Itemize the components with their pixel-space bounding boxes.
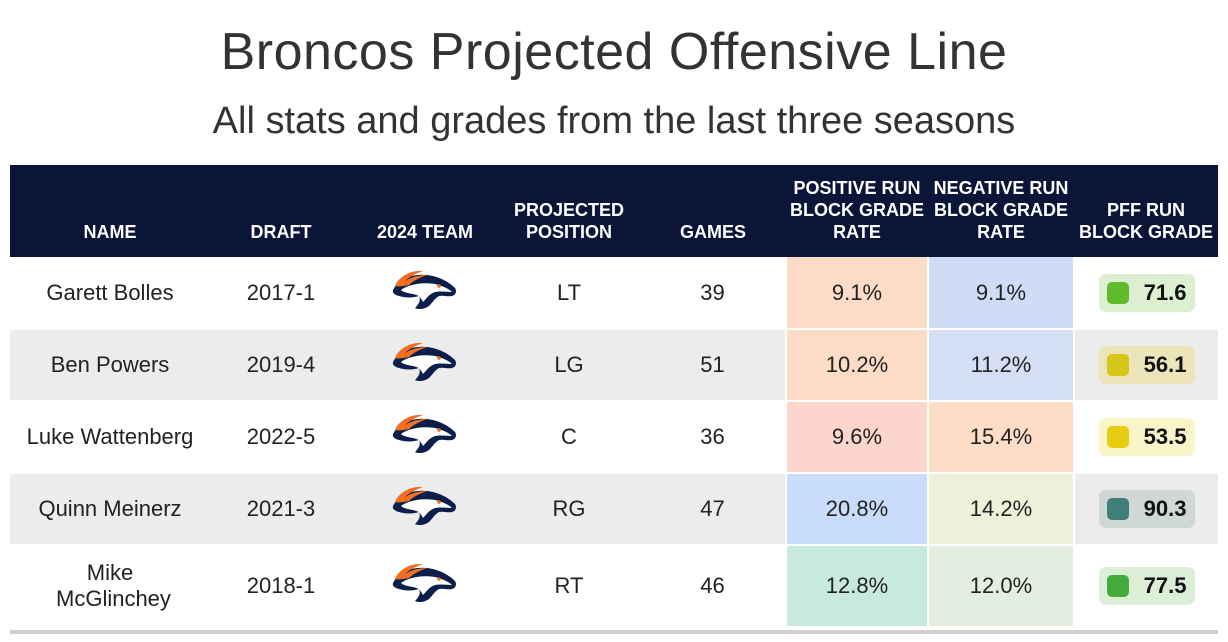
- cell-position: LT: [498, 257, 640, 330]
- cell-name: Luke Wattenberg: [10, 401, 210, 474]
- grade-color-icon: [1106, 281, 1129, 304]
- cell-name: Garett Bolles: [10, 257, 210, 330]
- cell-games: 36: [640, 401, 786, 474]
- cell-games: 47: [640, 473, 786, 546]
- header-team: 2024 TEAM: [376, 222, 474, 242]
- broncos-logo-icon: [392, 563, 456, 603]
- grade-value: 71.6: [1143, 279, 1187, 305]
- table-body: Garett Bolles 2017-1 LT 39 9.1% 9.1% 71.6 Ben P…: [10, 257, 1218, 628]
- grade-badge: 90.3: [1098, 490, 1195, 528]
- cell-negative-rate: 12.0%: [927, 545, 1075, 628]
- cell-negative-rate: 11.2%: [927, 329, 1075, 402]
- grade-badge: 53.5: [1098, 418, 1195, 456]
- page-title: Broncos Projected Offensive Line: [220, 23, 1008, 81]
- cell-grade: 90.3: [1074, 473, 1218, 546]
- header-row: NAME DRAFT 2024 TEAM PROJECTED POSITION …: [10, 165, 1218, 257]
- grade-badge: 71.6: [1098, 273, 1195, 312]
- table-row: Garett Bolles 2017-1 LT 39 9.1% 9.1% 71.6: [10, 257, 1218, 330]
- cell-positive-rate: 12.8%: [785, 545, 929, 628]
- table-row: Quinn Meinerz 2021-3 RG 47 20.8% 14.2% 90.3: [10, 473, 1218, 546]
- cell-team-logo: [352, 473, 498, 546]
- grade-color-icon: [1106, 354, 1129, 376]
- cell-team-logo: [352, 329, 498, 402]
- header-games: GAMES: [679, 222, 746, 242]
- grade-color-icon: [1106, 498, 1129, 520]
- header-draft: DRAFT: [250, 222, 312, 242]
- grade-color-icon: [1106, 575, 1129, 597]
- cell-position: RG: [498, 473, 640, 546]
- cell-position: LG: [498, 329, 640, 402]
- grade-value: 53.5: [1143, 424, 1187, 449]
- header-negative-rate: NEGATIVE RUN BLOCK GRADE RATE: [933, 178, 1069, 242]
- grade-badge: 77.5: [1098, 567, 1195, 605]
- cell-draft: 2021-3: [210, 473, 352, 546]
- table-row: Luke Wattenberg 2022-5 C 36 9.6% 15.4% 53.5: [10, 401, 1218, 474]
- grade-value: 90.3: [1143, 496, 1187, 521]
- cell-negative-rate: 15.4%: [927, 401, 1075, 474]
- cell-grade: 71.6: [1074, 257, 1218, 330]
- cell-draft: 2022-5: [210, 401, 352, 474]
- cell-position: C: [498, 401, 640, 474]
- cell-draft: 2018-1: [210, 545, 352, 628]
- broncos-logo-icon: [392, 270, 456, 309]
- cell-negative-rate: 9.1%: [927, 257, 1075, 330]
- cell-team-logo: [352, 257, 498, 330]
- cell-games: 46: [640, 545, 786, 628]
- header-name: NAME: [83, 222, 137, 242]
- cell-positive-rate: 20.8%: [785, 473, 929, 546]
- broncos-logo-icon: [392, 414, 456, 454]
- cell-positive-rate: 10.2%: [785, 329, 929, 402]
- cell-negative-rate: 14.2%: [927, 473, 1075, 546]
- grade-value: 56.1: [1143, 352, 1187, 377]
- cell-draft: 2017-1: [210, 257, 352, 330]
- cell-name: Mike McGlinchey: [10, 545, 210, 628]
- table-bottom-border: [10, 630, 1218, 634]
- broncos-logo-icon: [392, 342, 456, 382]
- cell-name: Quinn Meinerz: [10, 473, 210, 546]
- cell-positive-rate: 9.1%: [785, 257, 929, 330]
- header-grade: PFF RUN BLOCK GRADE: [1079, 200, 1213, 242]
- cell-grade: 77.5: [1074, 545, 1218, 628]
- cell-position: RT: [498, 545, 640, 628]
- cell-positive-rate: 9.6%: [785, 401, 929, 474]
- cell-grade: 53.5: [1074, 401, 1218, 474]
- cell-games: 39: [640, 257, 786, 330]
- cell-name: Ben Powers: [10, 329, 210, 402]
- cell-draft: 2019-4: [210, 329, 352, 402]
- cell-games: 51: [640, 329, 786, 402]
- table-row: Ben Powers 2019-4 LG 51 10.2% 11.2% 56.1: [10, 329, 1218, 402]
- header-positive-rate: POSITIVE RUN BLOCK GRADE RATE: [790, 178, 924, 242]
- table-row: Mike McGlinchey 2018-1 RT 46 12.8% 12.0% 77.5: [10, 545, 1218, 628]
- header-position: PROJECTED POSITION: [513, 200, 625, 242]
- stats-table: NAME DRAFT 2024 TEAM PROJECTED POSITION …: [10, 165, 1218, 628]
- broncos-logo-icon: [392, 486, 456, 526]
- page-subtitle: All stats and grades from the last three…: [212, 100, 1016, 142]
- grade-color-icon: [1106, 426, 1129, 448]
- grade-badge: 56.1: [1098, 346, 1195, 384]
- cell-team-logo: [352, 401, 498, 474]
- grade-value: 77.5: [1143, 573, 1187, 598]
- cell-grade: 56.1: [1074, 329, 1218, 402]
- cell-team-logo: [352, 545, 498, 628]
